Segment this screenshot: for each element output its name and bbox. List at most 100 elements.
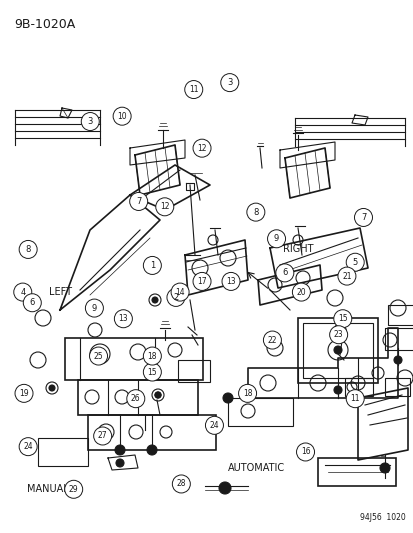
Text: 26: 26 — [131, 394, 140, 403]
Text: MANUAL: MANUAL — [27, 484, 68, 494]
Circle shape — [143, 256, 161, 274]
Circle shape — [143, 347, 161, 365]
Circle shape — [267, 230, 285, 248]
Circle shape — [126, 390, 145, 408]
Text: 12: 12 — [160, 203, 169, 211]
Bar — [65, 338, 202, 380]
Circle shape — [143, 363, 161, 381]
Bar — [78, 380, 197, 415]
Text: 25: 25 — [93, 352, 103, 360]
Bar — [302, 323, 372, 378]
Circle shape — [379, 463, 389, 473]
Circle shape — [223, 393, 233, 403]
Text: AUTOMATIC: AUTOMATIC — [228, 463, 285, 473]
Circle shape — [192, 139, 211, 157]
Text: 8: 8 — [26, 245, 31, 254]
Circle shape — [218, 482, 230, 494]
Text: 14: 14 — [175, 288, 185, 296]
Text: 27: 27 — [97, 432, 107, 440]
Text: 24: 24 — [209, 421, 219, 430]
Circle shape — [345, 390, 363, 408]
Circle shape — [19, 240, 37, 259]
Circle shape — [166, 288, 185, 306]
Text: 5: 5 — [352, 258, 357, 266]
Text: 15: 15 — [147, 368, 157, 376]
Text: 17: 17 — [197, 277, 206, 286]
Text: 9B-1020A: 9B-1020A — [14, 18, 75, 31]
Bar — [344, 378, 372, 396]
Circle shape — [349, 393, 359, 403]
Circle shape — [292, 283, 310, 301]
Circle shape — [64, 480, 83, 498]
Text: 7: 7 — [360, 213, 365, 222]
Circle shape — [171, 283, 189, 301]
Circle shape — [333, 386, 341, 394]
Text: 8: 8 — [253, 208, 258, 216]
Text: 11: 11 — [189, 85, 198, 94]
Circle shape — [154, 392, 161, 398]
Circle shape — [19, 438, 37, 456]
Text: LEFT: LEFT — [48, 287, 71, 297]
Text: 16: 16 — [300, 448, 310, 456]
Circle shape — [246, 203, 264, 221]
Circle shape — [263, 331, 281, 349]
Circle shape — [184, 80, 202, 99]
Text: RIGHT: RIGHT — [282, 245, 313, 254]
Bar — [88, 415, 216, 450]
Bar — [384, 328, 413, 350]
Circle shape — [152, 297, 158, 303]
Text: 20: 20 — [296, 288, 306, 296]
Circle shape — [221, 272, 240, 290]
Bar — [387, 305, 413, 325]
Text: 21: 21 — [342, 272, 351, 280]
Text: 24: 24 — [23, 442, 33, 451]
Text: 9: 9 — [273, 235, 278, 243]
Circle shape — [116, 459, 124, 467]
Circle shape — [89, 347, 107, 365]
Bar — [38, 438, 88, 466]
Text: 18: 18 — [242, 389, 252, 398]
Text: 4: 4 — [20, 288, 25, 296]
Circle shape — [345, 253, 363, 271]
Bar — [297, 318, 377, 383]
Text: 23: 23 — [333, 330, 343, 339]
Text: 18: 18 — [147, 352, 157, 360]
Circle shape — [205, 416, 223, 434]
Circle shape — [129, 192, 147, 211]
Circle shape — [147, 445, 157, 455]
Circle shape — [14, 283, 32, 301]
Bar — [384, 378, 409, 396]
Circle shape — [93, 427, 112, 445]
Text: 10: 10 — [117, 112, 127, 120]
Bar — [317, 458, 395, 486]
Text: 9: 9 — [92, 304, 97, 312]
Circle shape — [23, 294, 41, 312]
Circle shape — [49, 385, 55, 391]
Text: 3: 3 — [88, 117, 93, 126]
Text: 29: 29 — [69, 485, 78, 494]
Text: 6: 6 — [282, 269, 287, 277]
Circle shape — [393, 356, 401, 364]
Circle shape — [81, 112, 99, 131]
Text: 94J56  1020: 94J56 1020 — [359, 513, 405, 522]
Text: 12: 12 — [197, 144, 206, 152]
Circle shape — [115, 445, 125, 455]
Text: 28: 28 — [176, 480, 185, 488]
Circle shape — [154, 392, 161, 398]
Circle shape — [337, 267, 355, 285]
Circle shape — [275, 264, 293, 282]
Text: 19: 19 — [19, 389, 29, 398]
Circle shape — [155, 198, 173, 216]
Circle shape — [192, 272, 211, 290]
Text: 1: 1 — [150, 261, 154, 270]
Circle shape — [333, 346, 341, 354]
Bar — [178, 360, 209, 382]
Circle shape — [296, 443, 314, 461]
Circle shape — [15, 384, 33, 402]
Text: 11: 11 — [350, 394, 359, 403]
Bar — [228, 398, 292, 426]
Text: 13: 13 — [118, 314, 128, 323]
Text: 7: 7 — [136, 197, 141, 206]
Circle shape — [329, 326, 347, 344]
Text: 13: 13 — [225, 277, 235, 286]
